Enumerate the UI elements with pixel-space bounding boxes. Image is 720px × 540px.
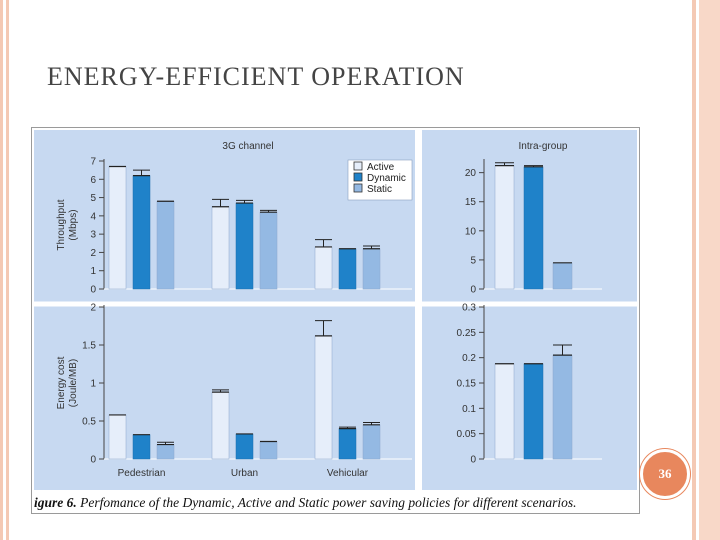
tp3g-legend-label-static: Static xyxy=(367,184,392,195)
slide-title: ENERGY-EFFICIENT OPERATION xyxy=(47,62,465,91)
tp3g-legend-label-active: Active xyxy=(367,162,395,173)
tp3g-y-label-line2: (Mbps) xyxy=(68,209,79,240)
tp3g-bar-static-pedestrian xyxy=(156,200,175,290)
ecintra-bar-active-group xyxy=(494,363,515,460)
ec3g-y-tick-label: 1.5 xyxy=(82,341,96,352)
tp3g-title: 3G channel xyxy=(222,141,273,152)
tp3g-y-tick-label: 4 xyxy=(90,211,96,222)
ecintra-y-tick-label: 0.25 xyxy=(457,328,477,339)
tp3g-legend-swatch-active xyxy=(353,161,363,171)
figure-frame: 0 1 2 3 4 5 6 7 3G channel Throughput (Mbps) Active… xyxy=(31,127,640,514)
left-border-decoration xyxy=(0,0,12,540)
tp3g-bar-active-urban xyxy=(211,206,230,290)
tpintra-bar-active-group xyxy=(494,165,515,290)
tp3g-y-label-line1: Throughput xyxy=(56,199,67,250)
tp3g-bar-static-vehicular xyxy=(362,248,381,290)
right-border-decoration xyxy=(690,0,720,540)
ec3g-y-tick-label: 0 xyxy=(90,455,96,466)
panel-gutter xyxy=(415,128,422,494)
tp3g-bar-dynamic-urban xyxy=(235,202,254,290)
tp3g-legend-swatch-static xyxy=(353,183,363,193)
tp3g-y-tick-label: 1 xyxy=(90,266,96,277)
ec3g-y-tick-label: 2 xyxy=(90,303,96,314)
performance-chart: 0 1 2 3 4 5 6 7 3G channel Throughput (Mbps) Active… xyxy=(34,128,637,494)
tpintra-bar-dynamic-group xyxy=(523,166,544,290)
figure-caption: igure 6. Perfomance of the Dynamic, Acti… xyxy=(34,495,577,511)
ec3g-bar-static-pedestrian xyxy=(156,444,175,460)
ec3g-y-label-line2: (Joule/MB) xyxy=(68,359,79,407)
ec3g-bar-active-urban xyxy=(211,391,230,460)
figure-caption-text: Perfomance of the Dynamic, Active and St… xyxy=(76,495,577,510)
ecintra-y-tick-label: 0.15 xyxy=(457,379,477,390)
tp3g-bar-dynamic-vehicular xyxy=(338,248,357,290)
tpintra-title: Intra-group xyxy=(519,141,568,152)
ec3g-category-label: Vehicular xyxy=(327,468,369,479)
ecintra-bar-static-group xyxy=(552,354,573,460)
ec3g-y-label-line1: Energy cost xyxy=(56,356,67,409)
tp3g-y-tick-label: 3 xyxy=(90,230,96,241)
tpintra-y-tick-label: 10 xyxy=(465,226,477,237)
tpintra-bar-static-group xyxy=(552,262,573,290)
tp3g-legend-label-dynamic: Dynamic xyxy=(367,173,406,184)
figure-caption-label: igure 6. xyxy=(34,495,77,510)
ecintra-y-tick-label: 0.2 xyxy=(462,353,476,364)
tp3g-y-tick-label: 0 xyxy=(90,285,96,296)
ecintra-y-tick-label: 0.05 xyxy=(457,429,477,440)
tp3g-y-tick-label: 7 xyxy=(90,157,96,168)
tp3g-bar-static-urban xyxy=(259,211,278,290)
ecintra-y-tick-label: 0.1 xyxy=(462,404,476,415)
ecintra-y-tick-label: 0.3 xyxy=(462,303,476,314)
ec3g-bar-static-vehicular xyxy=(362,424,381,460)
ec3g-category-label: Urban xyxy=(231,468,258,479)
ec3g-bar-active-vehicular xyxy=(314,335,333,460)
tpintra-y-tick-label: 15 xyxy=(465,197,477,208)
tp3g-bar-dynamic-pedestrian xyxy=(132,175,151,290)
tp3g-y-tick-label: 5 xyxy=(90,193,96,204)
ec3g-y-tick-label: 0.5 xyxy=(82,417,96,428)
ecintra-y-tick-label: 0 xyxy=(470,455,476,466)
ec3g-bar-active-pedestrian xyxy=(108,414,127,460)
tp3g-bar-active-vehicular xyxy=(314,246,333,290)
page-number-badge: 36 xyxy=(640,449,690,499)
ec3g-category-label: Pedestrian xyxy=(118,468,166,479)
tp3g-y-tick-label: 2 xyxy=(90,248,96,259)
tp3g-legend-swatch-dynamic xyxy=(353,172,363,182)
tpintra-y-tick-label: 0 xyxy=(470,285,476,296)
ecintra-bar-dynamic-group xyxy=(523,363,544,460)
ec3g-bar-static-urban xyxy=(259,441,278,460)
tp3g-y-tick-label: 6 xyxy=(90,175,96,186)
ec3g-bar-dynamic-pedestrian xyxy=(132,434,151,460)
tp3g-bar-active-pedestrian xyxy=(108,166,127,290)
ec3g-y-tick-label: 1 xyxy=(90,379,96,390)
ec3g-bar-dynamic-urban xyxy=(235,433,254,460)
tpintra-y-tick-label: 20 xyxy=(465,168,477,179)
tpintra-y-tick-label: 5 xyxy=(470,255,476,266)
ec3g-bar-dynamic-vehicular xyxy=(338,428,357,460)
